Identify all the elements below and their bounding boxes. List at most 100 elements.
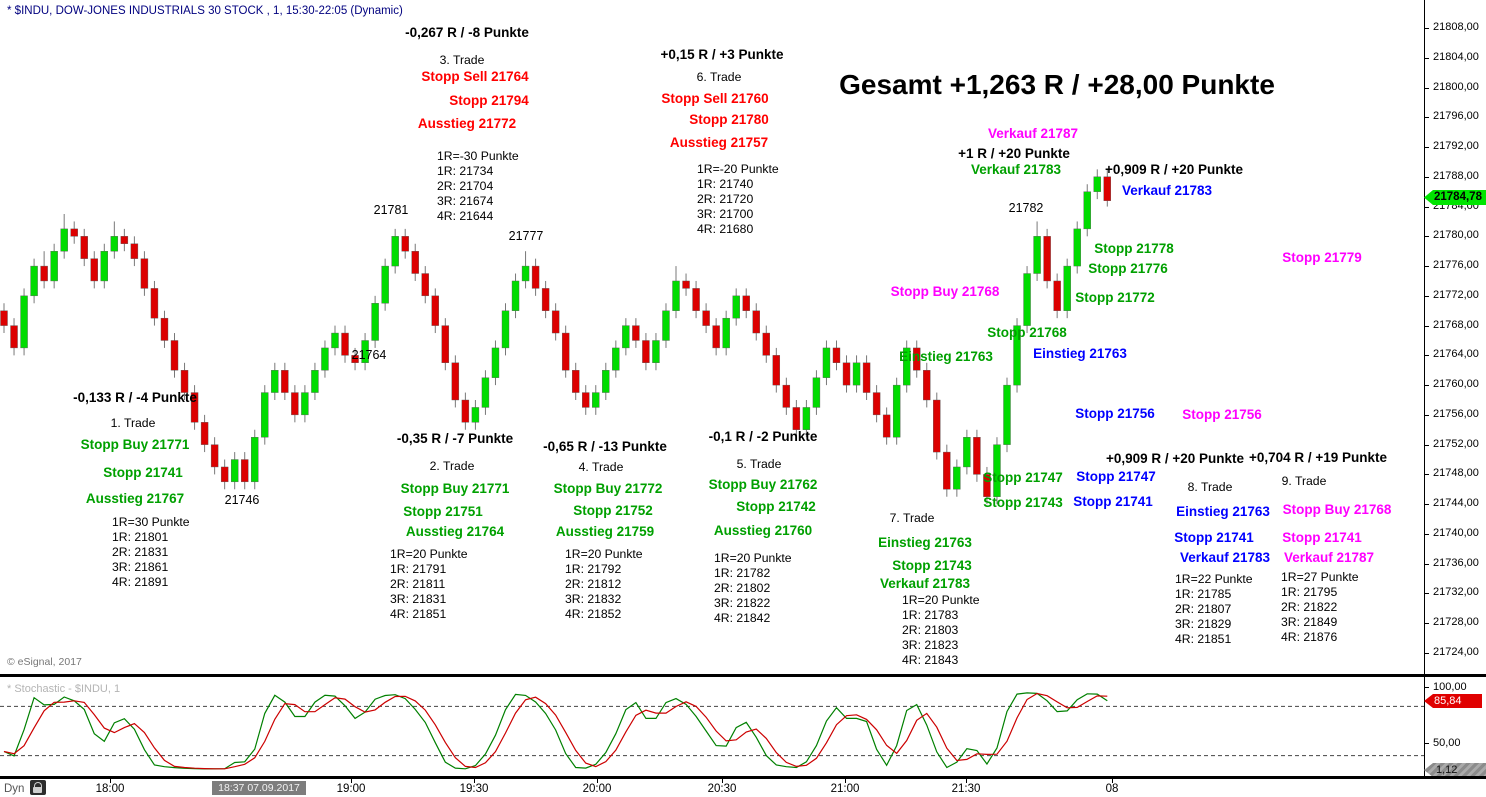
candle	[301, 392, 309, 416]
candle	[421, 273, 429, 297]
candle	[251, 437, 259, 483]
time-axis-divider	[0, 776, 1486, 779]
candle	[1033, 236, 1041, 274]
candle	[662, 310, 670, 341]
candle	[501, 310, 510, 349]
candle	[381, 265, 389, 304]
time-axis-label: 21:00	[830, 783, 860, 795]
price-axis-label: 21792,00	[1433, 140, 1479, 153]
candle	[903, 347, 911, 386]
dyn-mode-label[interactable]: Dyn	[4, 783, 25, 795]
candle	[210, 444, 219, 468]
candle	[0, 310, 8, 326]
price-axis-label: 21772,00	[1433, 288, 1479, 301]
candle	[391, 236, 399, 267]
lock-icon[interactable]	[30, 780, 46, 795]
candle	[722, 317, 730, 349]
price-axis-label: 21796,00	[1433, 110, 1479, 123]
candle	[471, 407, 480, 423]
candle	[331, 332, 339, 349]
crosshair-datetime-badge: 18:37 07.09.2017	[212, 781, 306, 795]
price-axis-tick	[1424, 117, 1429, 119]
candle	[110, 236, 119, 252]
lock-shackle	[34, 782, 42, 788]
candle	[70, 228, 78, 237]
candle	[451, 362, 460, 401]
stochastic-panel[interactable]	[0, 680, 1424, 777]
candle	[341, 332, 349, 356]
price-axis-label: 21744,00	[1433, 497, 1479, 510]
candle	[291, 392, 299, 416]
candle	[481, 377, 490, 408]
candle	[632, 325, 640, 341]
time-axis-label: 08	[1105, 783, 1119, 795]
candle	[953, 466, 961, 490]
candle	[461, 399, 470, 423]
price-axis-tick	[1424, 325, 1429, 327]
candle	[1063, 265, 1071, 311]
price-axis-tick	[1424, 28, 1429, 29]
price-axis-tick	[1424, 623, 1429, 625]
candle	[592, 392, 600, 408]
time-axis-label: 19:00	[336, 783, 366, 795]
price-axis-tick	[1424, 236, 1429, 238]
time-axis-tick	[722, 779, 723, 783]
time-axis-tick	[966, 779, 967, 783]
candle	[40, 265, 48, 282]
candle	[582, 392, 590, 408]
price-axis-label: 21736,00	[1433, 556, 1479, 569]
price-axis-label: 21788,00	[1433, 169, 1479, 182]
price-axis-label: 21740,00	[1433, 526, 1479, 539]
stochastic-study-label: * Stochastic - $INDU, 1	[7, 683, 121, 695]
candle	[491, 347, 500, 378]
price-axis-label: 21780,00	[1433, 229, 1479, 242]
candle	[842, 362, 851, 386]
candle	[100, 250, 109, 282]
candle	[1083, 191, 1091, 230]
candle	[1103, 176, 1112, 201]
candle	[1003, 384, 1011, 445]
time-axis-tick	[474, 779, 475, 783]
candlestick-chart[interactable]	[0, 0, 1424, 676]
candle	[772, 355, 781, 386]
candle	[361, 340, 369, 364]
panel-divider[interactable]	[0, 674, 1486, 677]
candle	[561, 332, 570, 371]
candle	[261, 392, 269, 438]
candle	[271, 370, 279, 393]
candle	[90, 258, 98, 282]
candle	[782, 384, 791, 408]
price-axis-tick	[1424, 385, 1429, 387]
candle	[160, 317, 169, 341]
price-axis-tick	[1424, 266, 1429, 268]
price-axis-label: 21768,00	[1433, 318, 1479, 331]
time-axis[interactable]: Dyn 18:37 07.09.2017 18:00 19:00 19:30 20:0…	[0, 779, 1486, 797]
candle	[170, 340, 179, 371]
price-axis-tick	[1424, 355, 1429, 357]
time-axis-label: 20:00	[582, 783, 612, 795]
price-axis-tick	[1424, 474, 1429, 476]
time-axis-label: 20:30	[707, 783, 737, 795]
price-axis-tick	[1424, 295, 1429, 297]
candle	[963, 437, 971, 468]
candle	[862, 362, 871, 393]
price-axis-label: 21808,00	[1433, 21, 1479, 33]
candle	[832, 347, 841, 364]
stoch-k-line	[3, 692, 1108, 770]
price-axis-label: 21752,00	[1433, 437, 1479, 450]
time-axis-tick	[351, 779, 352, 783]
candle	[20, 295, 28, 349]
candle	[30, 265, 38, 297]
candle	[10, 325, 18, 349]
price-axis-line	[1424, 0, 1425, 776]
candle	[120, 236, 129, 244]
price-axis-label: 21800,00	[1433, 80, 1479, 93]
candle	[431, 295, 439, 326]
candle	[130, 243, 139, 259]
stoch-d-value-badge: 85,84	[1424, 694, 1482, 708]
stoch-axis-tick	[1424, 687, 1429, 688]
price-axis-tick	[1424, 87, 1429, 89]
price-axis-tick	[1424, 504, 1429, 506]
candle	[1073, 228, 1081, 267]
candle	[892, 384, 901, 438]
